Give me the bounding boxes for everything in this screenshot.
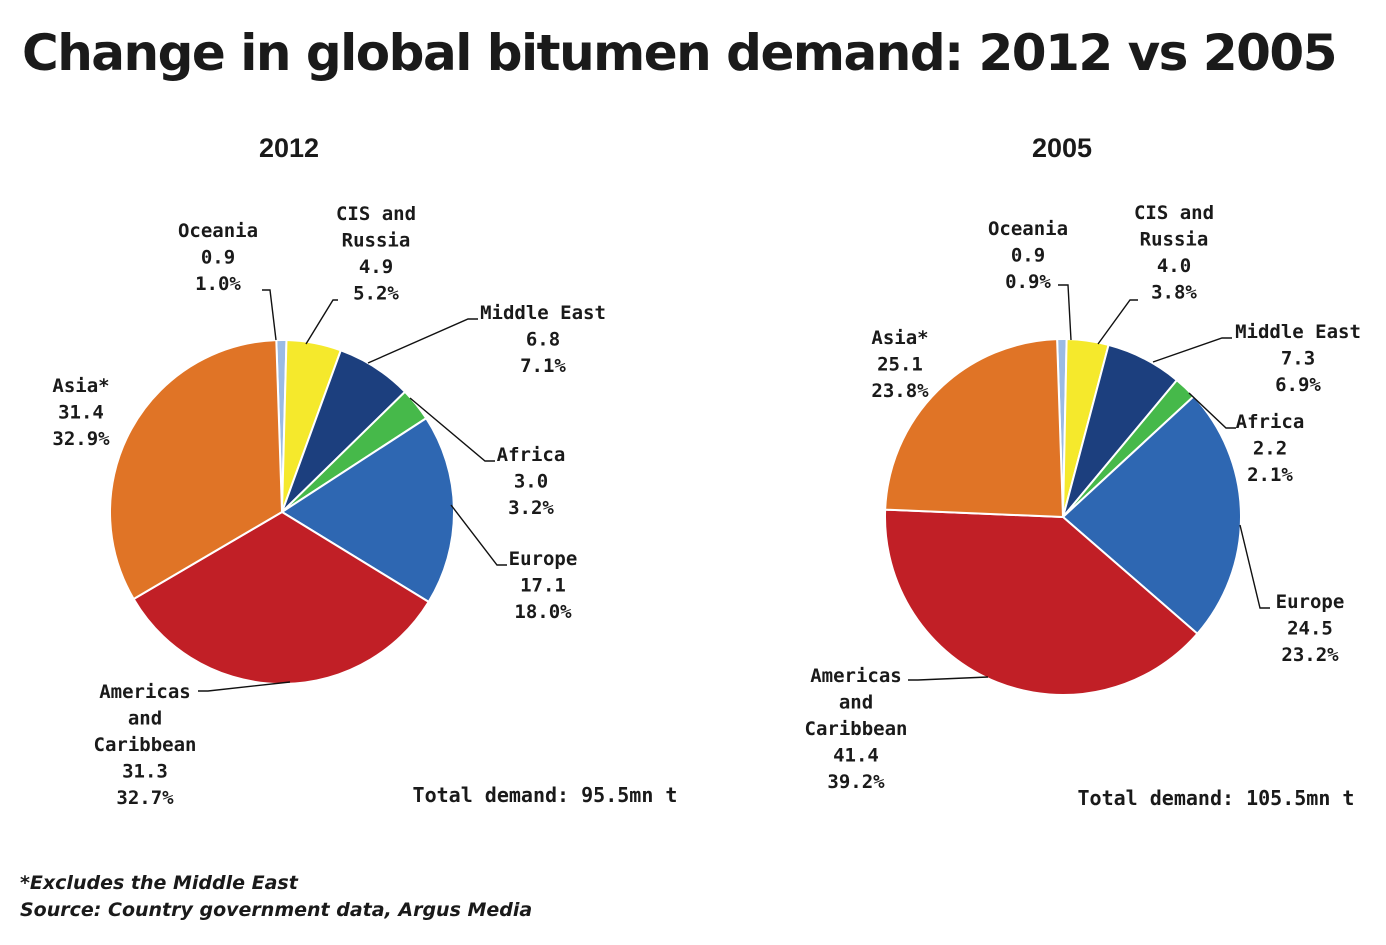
- slice-label-oceania: Oceania 0.9 1.0%: [178, 220, 258, 295]
- chart-title: 2012: [259, 133, 319, 163]
- slice-label-cis-and-russia: CIS and Russia 4.0 3.8%: [1134, 202, 1214, 304]
- leader-line-oceania: [262, 289, 277, 341]
- leader-line-americas-and-caribbean: [908, 676, 989, 681]
- leader-line-middle-east: [1152, 337, 1232, 363]
- slice-label-middle-east: Middle East 7.3 6.9%: [1235, 321, 1361, 396]
- total-demand-label: Total demand: 95.5mn t: [413, 783, 678, 807]
- footnote-excludes: *Excludes the Middle East: [20, 872, 298, 894]
- pie-slice-americas-and-caribbean: [884, 508, 1199, 697]
- leader-line-europe: [1239, 524, 1270, 609]
- leader-line-africa: [1188, 392, 1236, 429]
- leader-line-africa: [409, 397, 495, 462]
- total-demand-label: Total demand: 105.5mn t: [1078, 786, 1355, 810]
- slice-label-oceania: Oceania 0.9 0.9%: [988, 218, 1068, 293]
- leader-line-europe: [450, 504, 507, 566]
- slice-label-americas-and-caribbean: Americas and Caribbean 31.3 32.7%: [94, 681, 197, 809]
- pie-slice-europe: [1062, 395, 1242, 635]
- slice-label-americas-and-caribbean: Americas and Caribbean 41.4 39.2%: [805, 665, 908, 793]
- pie-slice-americas-and-caribbean: [132, 511, 430, 685]
- leader-line-oceania: [1058, 284, 1072, 341]
- source-note: Source: Country government data, Argus M…: [20, 899, 533, 921]
- slice-label-cis-and-russia: CIS and Russia 4.9 5.2%: [336, 203, 416, 305]
- pie-chart-2012: 2012 Oceania 0.9 1.0% CIS and Russia 4.9 5.2% Mi…: [52, 133, 677, 809]
- slice-label-asia: Asia* 25.1 23.8%: [871, 327, 929, 402]
- slice-label-africa: Africa 2.2 2.1%: [1236, 411, 1305, 486]
- leader-line-middle-east: [367, 318, 478, 364]
- slice-label-europe: Europe 24.5 23.2%: [1276, 591, 1345, 666]
- slice-label-africa: Africa 3.0 3.2%: [497, 444, 566, 519]
- leader-line-cis-and-russia: [305, 299, 338, 345]
- chart-title: 2005: [1032, 133, 1092, 163]
- pie-slice-asia: [884, 338, 1064, 518]
- pie-slice-asia: [109, 339, 283, 601]
- slice-label-asia: Asia* 31.4 32.9%: [52, 375, 110, 450]
- slice-label-europe: Europe 17.1 18.0%: [509, 548, 578, 623]
- leader-line-cis-and-russia: [1097, 299, 1138, 345]
- footnotes: *Excludes the Middle East Source: Countr…: [20, 870, 532, 924]
- page-title: Change in global bitumen demand: 2012 vs…: [22, 24, 1338, 82]
- slice-label-middle-east: Middle East 6.8 7.1%: [480, 302, 606, 377]
- pie-chart-2005: 2005 Oceania 0.9 0.9% CIS and Russia 4.0 3.8% Mi…: [805, 133, 1361, 810]
- leader-line-americas-and-caribbean: [198, 681, 291, 692]
